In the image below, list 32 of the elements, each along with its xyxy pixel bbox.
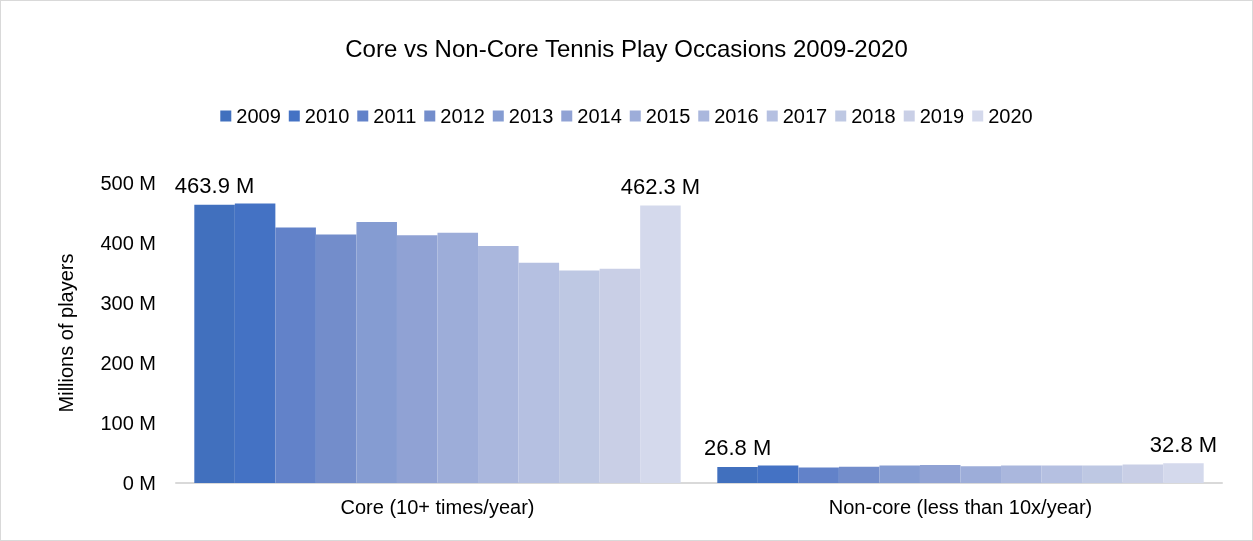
- data-label: 463.9 M: [174, 173, 255, 199]
- legend-label: 2018: [851, 105, 896, 127]
- legend-label: 2019: [919, 105, 965, 127]
- legend-label: 2017: [782, 105, 828, 127]
- y-tick-label: 100 M: [100, 412, 156, 434]
- bar: [315, 234, 357, 483]
- y-tick-label: 500 M: [100, 172, 156, 194]
- legend-label: 2009: [236, 105, 281, 127]
- y-tick-label: 0 M: [122, 472, 156, 494]
- x-tick-label: Core (10+ times/year): [340, 496, 535, 518]
- y-tick-label: 300 M: [100, 292, 156, 314]
- bar: [437, 232, 479, 483]
- data-label: 32.8 M: [1149, 431, 1218, 457]
- bar: [798, 467, 839, 483]
- legend-label: 2012: [440, 105, 485, 127]
- x-tick-label: Non-core (less than 10x/year): [828, 496, 1093, 518]
- bar: [275, 227, 316, 483]
- data-label: 26.8 M: [703, 435, 772, 461]
- legend-label: 2013: [508, 105, 554, 127]
- legend-label: 2011: [373, 105, 417, 127]
- chart-title: Core vs Non-Core Tennis Play Occasions 2009-2020: [345, 34, 908, 62]
- legend-label: 2014: [577, 105, 622, 127]
- data-label: 462.3 M: [620, 174, 701, 200]
- y-axis-title: Millions of players: [55, 253, 77, 413]
- y-tick-label: 200 M: [100, 352, 156, 374]
- bar: [838, 466, 880, 483]
- legend-label: 2020: [988, 105, 1033, 127]
- bar: [960, 466, 1002, 483]
- y-tick-label: 400 M: [100, 232, 156, 254]
- legend-label: 2016: [714, 105, 759, 127]
- legend-label: 2010: [304, 105, 350, 127]
- legend-label: 2015: [645, 105, 691, 127]
